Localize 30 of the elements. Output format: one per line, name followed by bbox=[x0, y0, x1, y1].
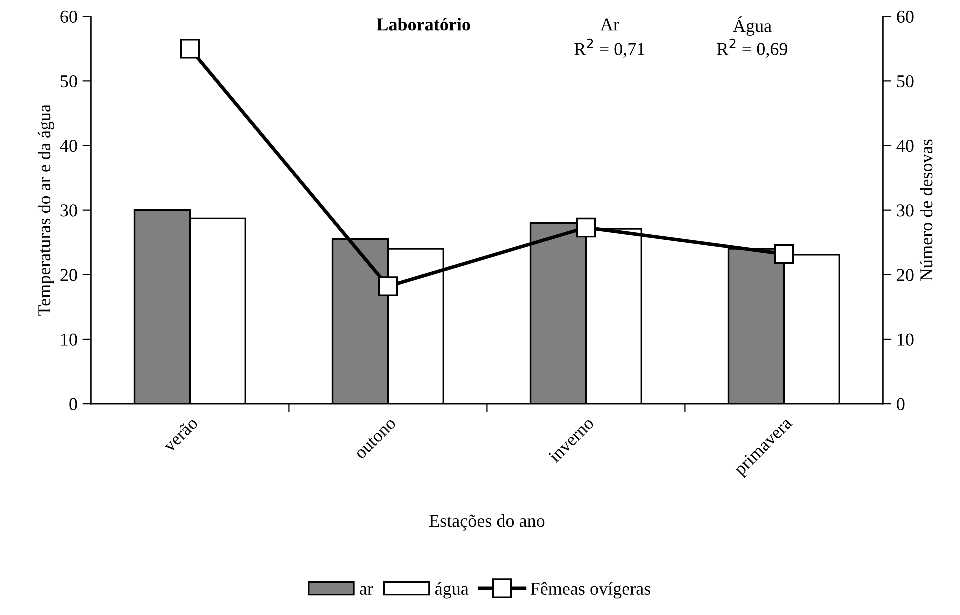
y-tick-label: 10 bbox=[62, 334, 78, 346]
y2-tick-label: 0 bbox=[897, 398, 905, 410]
legend-label: Fêmeas ovígeras bbox=[530, 582, 650, 599]
y-tick-label: 30 bbox=[60, 204, 78, 217]
point bbox=[180, 39, 200, 59]
y-tick-label: 0 bbox=[70, 398, 78, 410]
y2-tick-label: 30 bbox=[897, 204, 914, 217]
annotation: Laboratório bbox=[377, 18, 470, 31]
y-tick-label: 40 bbox=[60, 140, 78, 152]
point bbox=[378, 276, 398, 296]
legend-label: água bbox=[435, 582, 469, 599]
annotation: R$^{2}$ = 0,71 bbox=[574, 38, 645, 58]
y2-tick-label: 50 bbox=[897, 75, 914, 88]
y2-tick-label: 10 bbox=[898, 334, 914, 346]
y-tick-label: 50 bbox=[61, 75, 78, 88]
annotation: Ar bbox=[600, 18, 620, 31]
x-axis-title: Estações do ano bbox=[430, 514, 545, 531]
point bbox=[576, 218, 596, 238]
y-axis-title: Temperaturas do ar e da água bbox=[38, 104, 54, 316]
y2-tick-label: 40 bbox=[896, 140, 914, 152]
legend-label: ar bbox=[360, 586, 374, 596]
x-tick-label: verão bbox=[162, 416, 199, 454]
y-tick-label: 60 bbox=[60, 10, 78, 24]
annotation: Água bbox=[733, 16, 772, 36]
point bbox=[774, 244, 794, 264]
y2-axis-title: Número de desovas bbox=[920, 140, 933, 282]
y2-tick-label: 60 bbox=[897, 10, 914, 24]
y2-tick-label: 20 bbox=[897, 269, 914, 282]
y-tick-label: 20 bbox=[60, 269, 78, 282]
annotation: R$^{2}$ = 0,69 bbox=[717, 38, 788, 58]
